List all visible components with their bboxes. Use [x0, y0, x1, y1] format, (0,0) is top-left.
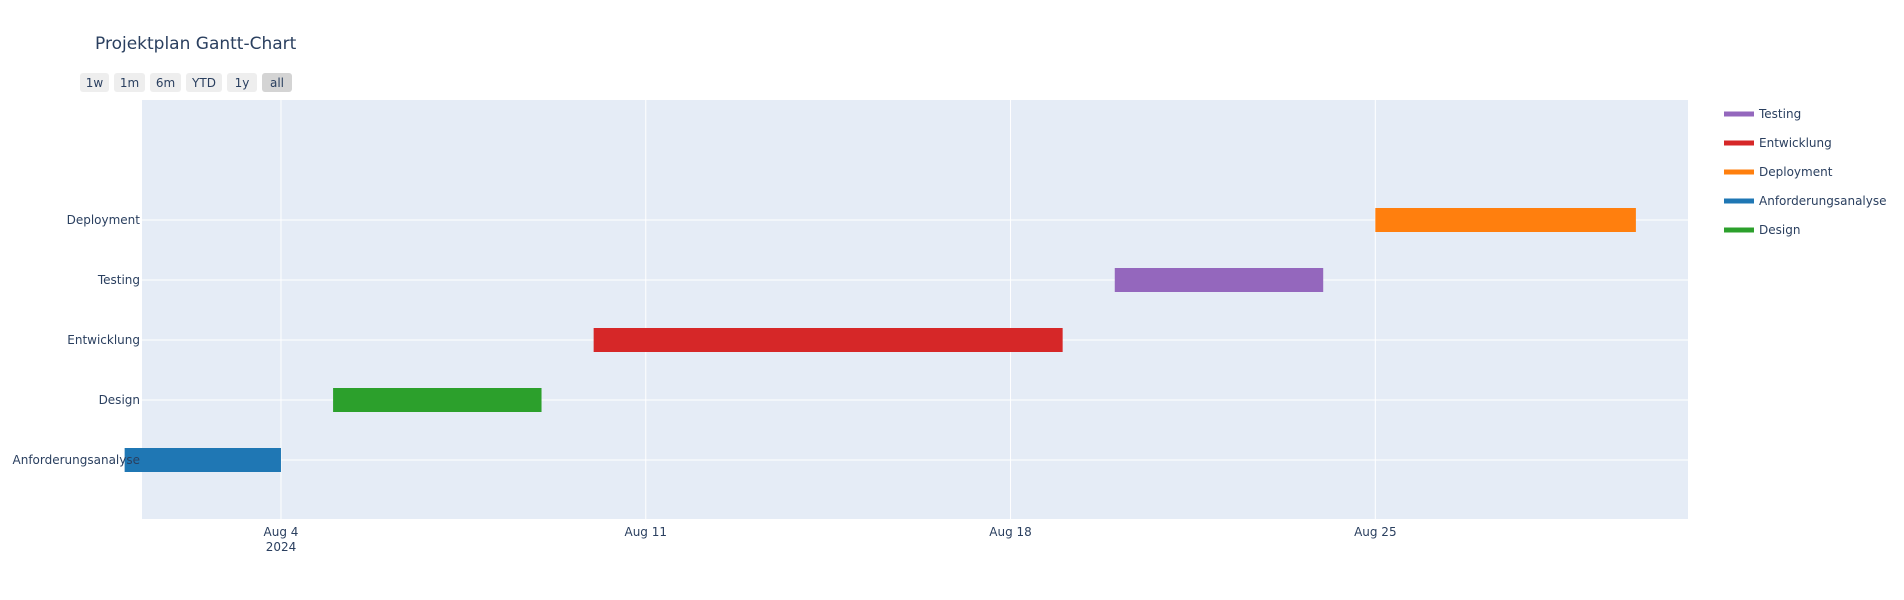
legend-label-deployment: Deployment — [1759, 165, 1833, 179]
range-button-1y[interactable]: 1y — [227, 73, 257, 92]
x-tick-aug-11: Aug 11 — [624, 525, 667, 539]
range-button-label-1m: 1m — [120, 76, 139, 90]
plot-background — [142, 100, 1688, 519]
y-axis-tick-labels: Anforderungsanalyse Design Entwicklung Test… — [13, 213, 141, 467]
y-tick-design: Design — [99, 393, 140, 407]
legend: Testing Entwicklung Deployment Anforderungs… — [1724, 107, 1887, 237]
legend-item-deployment[interactable]: Deployment — [1724, 165, 1833, 179]
range-button-bg-1y — [227, 73, 257, 92]
legend-item-testing[interactable]: Testing — [1724, 107, 1801, 121]
range-button-label-all: all — [270, 76, 284, 90]
range-button-bg-ytd — [186, 73, 222, 92]
x-tick-year-2024: 2024 — [266, 540, 297, 554]
legend-item-entwicklung[interactable]: Entwicklung — [1724, 136, 1832, 150]
chart-title: Projektplan Gantt-Chart — [95, 34, 297, 54]
range-button-bg-1w — [80, 73, 109, 92]
x-tick-aug-18: Aug 18 — [989, 525, 1032, 539]
legend-item-design[interactable]: Design — [1724, 223, 1800, 237]
y-tick-anforderungsanalyse: Anforderungsanalyse — [13, 453, 141, 467]
x-tick-aug-4: Aug 4 — [264, 525, 299, 539]
bar-anforderungsanalyse[interactable] — [124, 448, 281, 472]
range-button-1w[interactable]: 1w — [80, 73, 109, 92]
bar-deployment[interactable] — [1375, 208, 1636, 232]
range-button-1m[interactable]: 1m — [114, 73, 145, 92]
bar-entwicklung[interactable] — [593, 328, 1063, 352]
legend-label-design: Design — [1759, 223, 1800, 237]
y-tick-deployment: Deployment — [67, 213, 141, 227]
y-tick-entwicklung: Entwicklung — [67, 333, 140, 347]
range-selector: 1w 1m 6m YTD 1y all — [80, 73, 292, 92]
range-button-label-ytd: YTD — [191, 76, 216, 90]
range-button-bg-all — [262, 73, 292, 92]
task-bars — [124, 208, 1636, 472]
range-button-6m[interactable]: 6m — [150, 73, 181, 92]
bar-design[interactable] — [333, 388, 542, 412]
range-button-label-1w: 1w — [86, 76, 104, 90]
bar-testing[interactable] — [1114, 268, 1324, 292]
range-button-label-6m: 6m — [156, 76, 175, 90]
range-button-bg-1m — [114, 73, 145, 92]
legend-label-entwicklung: Entwicklung — [1759, 136, 1832, 150]
y-tick-testing: Testing — [97, 273, 140, 287]
range-button-ytd[interactable]: YTD — [186, 73, 222, 92]
legend-label-anforderungsanalyse: Anforderungsanalyse — [1759, 194, 1887, 208]
x-tick-aug-25: Aug 25 — [1354, 525, 1397, 539]
range-button-all[interactable]: all — [262, 73, 292, 92]
legend-item-anforderungsanalyse[interactable]: Anforderungsanalyse — [1724, 194, 1887, 208]
range-button-bg-6m — [150, 73, 181, 92]
range-button-label-1y: 1y — [235, 76, 250, 90]
legend-label-testing: Testing — [1758, 107, 1801, 121]
